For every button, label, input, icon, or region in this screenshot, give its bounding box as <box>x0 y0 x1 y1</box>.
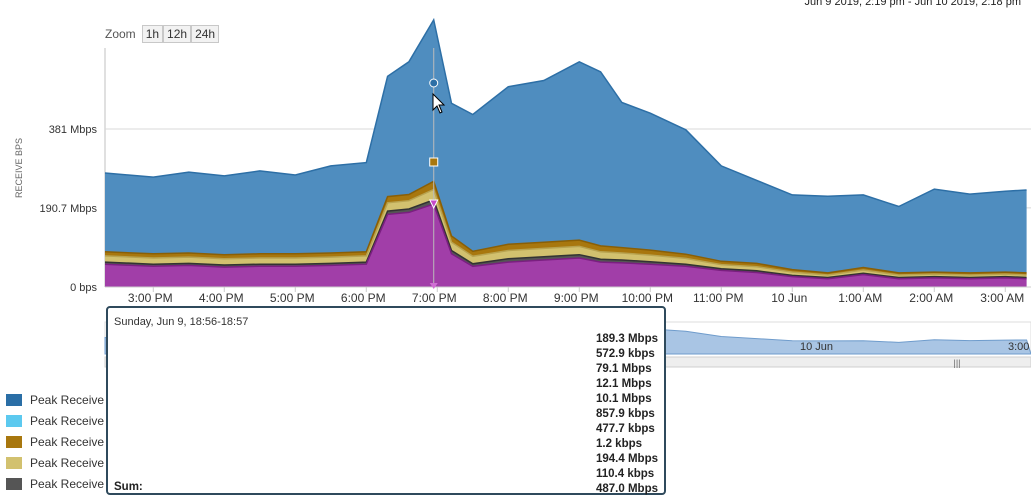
navigator-label: 10 Jun <box>800 341 833 353</box>
series-area <box>105 204 1027 287</box>
legend-swatch <box>6 456 22 469</box>
y-tick-label: 381 Mbps <box>49 124 98 136</box>
x-tick-label: 7:00 PM <box>412 291 457 305</box>
x-tick-label: 3:00 AM <box>980 291 1024 305</box>
tooltip-value: 194.4 Mbps <box>596 453 658 465</box>
tooltip-value: 477.7 kbps <box>596 423 655 435</box>
tooltip-value: 189.3 Mbps <box>596 333 658 345</box>
navigator-label: 3:00 <box>1008 341 1029 353</box>
legend-swatch <box>6 393 22 406</box>
tooltip-sum-label: Sum: <box>114 481 143 493</box>
navigator-handle: ||| <box>953 358 960 368</box>
series-area <box>105 19 1027 273</box>
x-tick-label: 2:00 AM <box>909 291 953 305</box>
legend-label: Peak Receive <box>30 434 105 449</box>
x-tick-label: 10 Jun <box>771 291 807 305</box>
x-tick-label: 3:00 PM <box>128 291 173 305</box>
tooltip-value: 110.4 kbps <box>596 468 655 480</box>
series-line <box>104 198 1027 279</box>
tooltip-values: 189.3 Mbps 572.9 kbps 79.1 Mbps 12.1 Mbp… <box>596 332 658 497</box>
tooltip-title: Sunday, Jun 9, 18:56-18:57 <box>114 316 249 328</box>
tooltip-value: 12.1 Mbps <box>596 378 652 390</box>
x-tick-label: 11:00 PM <box>693 291 743 305</box>
zoom-1h-button[interactable]: 1h <box>141 25 164 43</box>
legend-swatch <box>6 414 22 427</box>
y-tick-label: 0 bps <box>70 282 97 294</box>
zoom-controls: Zoom 1h 12h 24h <box>105 25 220 43</box>
legend-item[interactable]: Peak Receive <box>6 452 104 473</box>
y-tick-label: 190.7 Mbps <box>40 203 98 215</box>
x-tick-label: 5:00 PM <box>270 291 315 305</box>
series-line <box>104 180 1027 274</box>
legend-swatch <box>6 477 22 490</box>
x-tick-label: 1:00 AM <box>838 291 882 305</box>
series-line <box>104 188 1027 276</box>
hover-marker <box>429 78 439 88</box>
legend-item[interactable]: Peak Receive <box>6 389 104 410</box>
hover-marker <box>429 283 438 289</box>
legend: Peak Receive Peak Receive Peak Receive P… <box>6 389 104 494</box>
y-axis-label: RECEIVE BPS <box>14 138 24 198</box>
legend-label: Peak Receive <box>30 413 105 428</box>
zoom-label: Zoom <box>105 27 136 41</box>
tooltip-value: 857.9 kbps <box>596 408 655 420</box>
zoom-12h-button[interactable]: 12h <box>163 25 192 43</box>
tooltip-value: 1.2 kbps <box>596 438 643 450</box>
series-line <box>104 203 1027 280</box>
x-tick-label: 10:00 PM <box>622 291 673 305</box>
x-tick-label: 9:00 PM <box>554 291 599 305</box>
series-line <box>104 17 1027 208</box>
date-range: Jun 9 2019, 2:19 pm - Jun 10 2019, 2:18 … <box>804 0 1021 8</box>
hover-marker <box>428 199 439 210</box>
hover-marker <box>429 157 439 167</box>
legend-label: Peak Receive <box>30 476 105 491</box>
tooltip-value: 572.9 kbps <box>596 348 655 360</box>
legend-swatch <box>6 435 22 448</box>
legend-item[interactable]: Peak Receive <box>6 431 104 452</box>
x-tick-label: 8:00 PM <box>483 291 528 305</box>
mouse-cursor-icon <box>432 92 446 114</box>
tooltip-sum-value: 487.0 Mbps <box>596 483 658 495</box>
legend-item[interactable]: Peak Receive <box>6 410 104 431</box>
legend-item[interactable]: Peak Receive <box>6 473 104 494</box>
tooltip-value: 79.1 Mbps <box>596 363 652 375</box>
legend-label: Peak Receive <box>30 455 105 470</box>
tooltip-value: 10.1 Mbps <box>596 393 652 405</box>
legend-label: Peak Receive <box>30 392 105 407</box>
zoom-24h-button[interactable]: 24h <box>191 25 220 43</box>
tooltip: Sunday, Jun 9, 18:56-18:57 189.3 Mbps 57… <box>106 306 666 495</box>
x-tick-label: 4:00 PM <box>199 291 244 305</box>
x-tick-label: 6:00 PM <box>341 291 386 305</box>
